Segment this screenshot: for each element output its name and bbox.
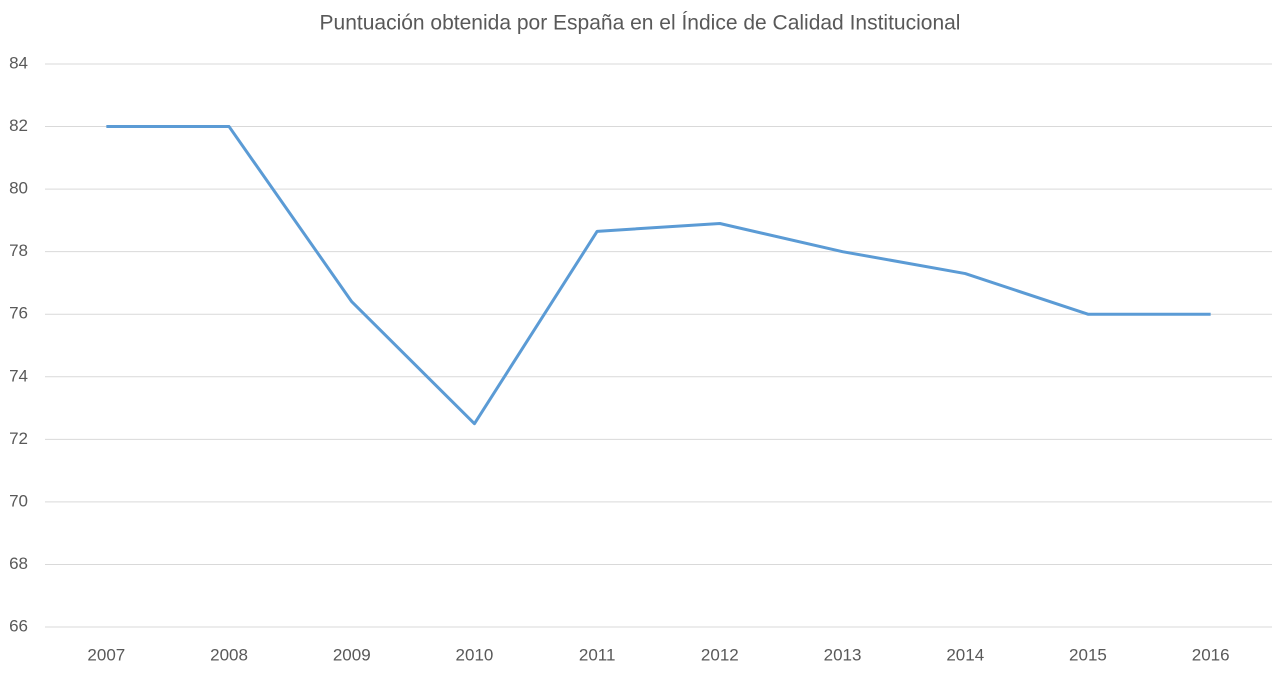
y-tick-label: 68 bbox=[9, 554, 28, 573]
y-tick-label: 80 bbox=[9, 179, 28, 198]
x-tick-label: 2014 bbox=[946, 645, 984, 664]
x-tick-label: 2009 bbox=[333, 645, 371, 664]
y-tick-label: 72 bbox=[9, 429, 28, 448]
chart-title: Puntuación obtenida por España en el Índ… bbox=[320, 12, 961, 35]
x-tick-label: 2012 bbox=[701, 645, 739, 664]
y-tick-label: 78 bbox=[9, 241, 28, 260]
x-tick-label: 2008 bbox=[210, 645, 248, 664]
y-tick-label: 82 bbox=[9, 116, 28, 135]
x-tick-label: 2007 bbox=[87, 645, 125, 664]
y-tick-label: 76 bbox=[9, 304, 28, 323]
y-tick-label: 70 bbox=[9, 491, 28, 510]
x-tick-label: 2010 bbox=[456, 645, 494, 664]
line-series bbox=[106, 125, 1211, 426]
x-tick-label: 2015 bbox=[1069, 645, 1107, 664]
y-tick-label: 74 bbox=[9, 366, 28, 385]
x-tick-label: 2011 bbox=[579, 645, 616, 664]
x-tick-label: 2013 bbox=[824, 645, 862, 664]
x-tick-label: 2016 bbox=[1192, 645, 1230, 664]
y-tick-label: 66 bbox=[9, 616, 28, 635]
y-tick-label: 84 bbox=[9, 53, 28, 72]
